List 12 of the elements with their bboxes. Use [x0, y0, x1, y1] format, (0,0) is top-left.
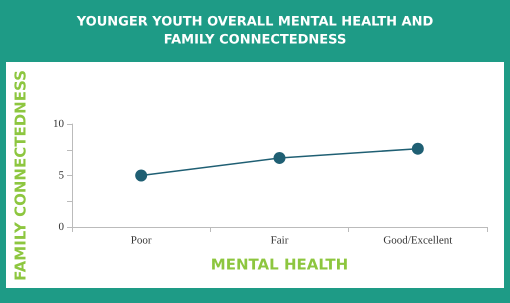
y-tick-label: 0 [58, 221, 64, 233]
y-tick-label: 5 [58, 170, 64, 182]
x-tick-label: Good/Excellent [383, 234, 452, 246]
point [274, 152, 286, 164]
chart-title: YOUNGER YOUTH OVERALL MENTAL HEALTH AND FAMILY CONNECTEDNESS [76, 14, 434, 48]
x-axis-title: MENTAL HEALTH [210, 256, 348, 274]
point [135, 170, 148, 182]
y-tick-label: 10 [53, 118, 64, 130]
y-axis-title: FAMILY CONNECTEDNESS [12, 70, 30, 281]
x-tick-label: Poor [130, 234, 152, 246]
point [412, 142, 424, 155]
x-tick-label: Fair [270, 234, 289, 246]
